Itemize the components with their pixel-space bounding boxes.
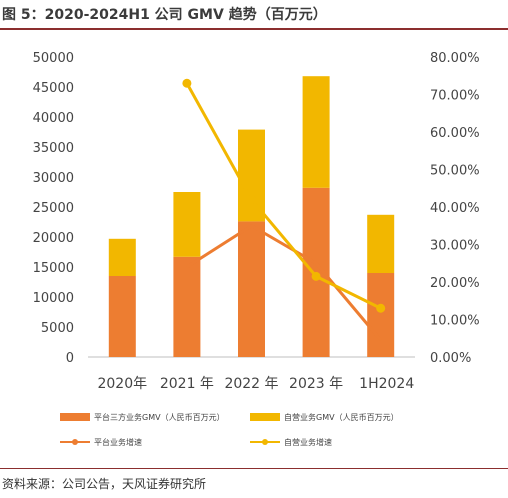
bar-self-gmv xyxy=(238,129,265,222)
left-tick-label: 35000 xyxy=(33,141,74,156)
gmv-chart: 0 5000 10000 15000 20000 25000 30000 35000 40000… xyxy=(33,51,480,447)
bar-platform-gmv xyxy=(173,256,201,357)
right-tick-label: 50.00% xyxy=(430,164,480,179)
category-labels: 2020年 2021 年 2022 年 2023 年 1H2024 xyxy=(97,376,414,392)
bar-platform-gmv xyxy=(108,276,136,357)
right-tick-label: 0.00% xyxy=(430,351,471,366)
right-tick-label: 40.00% xyxy=(430,201,480,216)
right-tick-label: 80.00% xyxy=(430,51,480,66)
legend-platform-growth-marker xyxy=(72,439,78,445)
legend-self-gmv-swatch xyxy=(250,413,280,421)
self-growth-point xyxy=(376,303,386,313)
legend-self-growth-marker xyxy=(262,439,268,445)
bar-self-gmv xyxy=(302,76,330,188)
left-tick-label: 25000 xyxy=(33,201,74,216)
left-tick-label: 45000 xyxy=(33,81,74,96)
right-tick-label: 20.00% xyxy=(430,276,480,291)
footer-divider xyxy=(0,468,508,469)
right-tick-label: 30.00% xyxy=(430,239,480,254)
bars-group xyxy=(108,76,395,357)
legend-platform-growth-label: 平台业务增速 xyxy=(94,437,142,447)
right-axis: 0.00% 10.00% 20.00% 30.00% 40.00% 50.00% 60.00… xyxy=(430,51,480,366)
left-tick-label: 30000 xyxy=(33,171,74,186)
right-tick-label: 10.00% xyxy=(430,314,480,329)
bar-self-gmv xyxy=(173,192,201,257)
left-tick-label: 40000 xyxy=(33,111,74,126)
left-tick-label: 10000 xyxy=(33,291,74,306)
right-tick-label: 60.00% xyxy=(430,126,480,141)
chart-title: 图 5：2020-2024H1 公司 GMV 趋势（百万元） xyxy=(2,7,327,23)
bar-platform-gmv xyxy=(367,273,395,357)
lines-group xyxy=(182,78,386,342)
legend-platform-gmv-swatch xyxy=(60,413,90,421)
bar-self-gmv xyxy=(367,214,395,273)
self-growth-line xyxy=(185,82,382,310)
source-note: 资料来源：公司公告，天风证券研究所 xyxy=(2,477,207,491)
left-tick-label: 20000 xyxy=(33,231,74,246)
legend-self-gmv-label: 自营业务GMV（人民币百万元） xyxy=(284,412,399,422)
left-tick-label: 50000 xyxy=(33,51,74,66)
self-growth-point xyxy=(311,271,321,281)
category-label: 2020年 xyxy=(97,376,147,392)
category-label: 2023 年 xyxy=(289,376,343,392)
category-label: 1H2024 xyxy=(359,376,414,392)
left-tick-label: 15000 xyxy=(33,261,74,276)
left-axis: 0 5000 10000 15000 20000 25000 30000 35000 40000… xyxy=(33,51,74,366)
platform-growth-line xyxy=(186,224,382,342)
right-tick-label: 70.00% xyxy=(430,89,480,104)
self-growth-point xyxy=(182,78,192,88)
bar-platform-gmv xyxy=(238,221,265,357)
category-label: 2021 年 xyxy=(160,376,214,392)
left-tick-label: 5000 xyxy=(41,321,74,336)
category-label: 2022 年 xyxy=(224,376,278,392)
title-bar: 图 5：2020-2024H1 公司 GMV 趋势（百万元） xyxy=(0,0,508,30)
left-tick-label: 0 xyxy=(66,351,74,366)
bar-self-gmv xyxy=(108,238,136,276)
legend-platform-gmv-label: 平台三方业务GMV（人民币百万元） xyxy=(94,412,225,422)
legend-self-growth-label: 自营业务增速 xyxy=(284,437,332,447)
self-growth-point xyxy=(247,195,256,204)
legend: 平台三方业务GMV（人民币百万元） 自营业务GMV（人民币百万元） 平台业务增速 自营… xyxy=(60,412,399,447)
